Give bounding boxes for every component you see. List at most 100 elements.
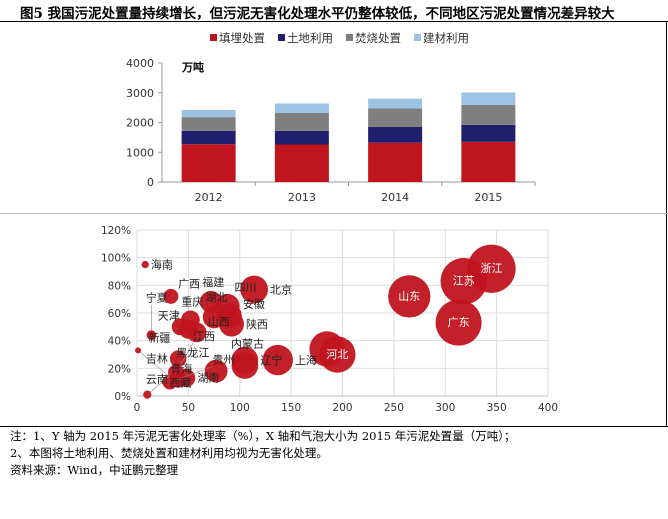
bubble-label: 黑龙江 xyxy=(176,346,209,359)
x-tick-label: 350 xyxy=(487,402,507,414)
x-tick-label: 0 xyxy=(134,402,141,414)
bubble-label: 辽宁 xyxy=(260,353,282,367)
divider-top xyxy=(0,21,668,22)
unit-label: 万吨 xyxy=(181,60,204,74)
bar-segment xyxy=(461,141,516,182)
bubble-label: 河南 xyxy=(346,329,368,342)
bar-segment xyxy=(274,103,329,113)
x-tick-label: 2014 xyxy=(381,191,409,204)
bubble-陕西 xyxy=(219,311,244,337)
bar-segment xyxy=(181,117,236,131)
bubble-广西 xyxy=(163,288,179,304)
legend-swatch xyxy=(346,34,353,41)
bar-segment xyxy=(274,112,329,131)
bar-segment xyxy=(368,126,423,143)
note-2: 2、本图将土地利用、焚烧处置和建材利用均视为无害化处理。 xyxy=(10,446,328,460)
bubble-西藏 xyxy=(135,347,142,354)
bubble-label: 湖北 xyxy=(205,291,227,304)
legend-label: 焚烧处置 xyxy=(355,31,401,45)
y-tick-label: 20% xyxy=(108,363,131,375)
bubble-label: 上海 xyxy=(295,353,317,367)
x-tick-label: 400 xyxy=(538,402,558,414)
y-tick-label: 40% xyxy=(108,336,131,348)
bubble-label: 重庆 xyxy=(181,295,203,309)
legend-label: 建材利用 xyxy=(423,31,469,45)
bar-segment xyxy=(181,144,236,182)
bar-segment xyxy=(461,92,516,105)
bubble-label: 西藏 xyxy=(169,377,191,390)
bubble-内蒙古 xyxy=(231,352,259,379)
bubble-label: 陕西 xyxy=(246,317,268,331)
bubble-label: 青海 xyxy=(170,361,192,375)
bubble-label: 贵州 xyxy=(212,354,234,367)
bubble-label: 云南 xyxy=(146,373,168,386)
divider-right xyxy=(666,21,667,426)
bar-segment xyxy=(368,142,423,182)
bubble-上海 xyxy=(262,344,293,376)
legend-label: 土地利用 xyxy=(287,31,333,45)
x-tick-label: 2012 xyxy=(195,191,223,204)
bubble-广东 xyxy=(435,299,482,346)
bubble-河北 xyxy=(319,336,356,373)
note-1: 注：1、Y 轴为 2015 年污泥无害化处理率（%），X 轴和气泡大小为 201… xyxy=(10,429,516,443)
bubble-label: 天津 xyxy=(158,309,180,322)
bubble-label: 山东 xyxy=(398,290,420,303)
leader-line xyxy=(140,352,170,377)
leader-line xyxy=(150,375,171,393)
bubble-北京 xyxy=(240,275,269,304)
leader-line xyxy=(179,342,194,366)
bar-segment xyxy=(181,110,236,118)
y-tick-label: 1000 xyxy=(126,146,154,159)
bar-segment xyxy=(368,108,423,127)
x-tick-label: 200 xyxy=(332,402,352,414)
y-tick-label: 80% xyxy=(108,280,131,292)
bubble-label: 海南 xyxy=(151,258,173,272)
bar-segment xyxy=(461,104,516,125)
bubble-label: 河北 xyxy=(326,348,348,361)
bubble-山西 xyxy=(186,322,207,343)
source-note: 资料来源：Wind，中证鹏元整理 xyxy=(10,463,179,477)
y-tick-label: 120% xyxy=(101,225,131,237)
x-tick-label: 2013 xyxy=(288,191,316,204)
y-tick-label: 0% xyxy=(114,391,131,403)
y-tick-label: 0 xyxy=(147,176,154,189)
bubble-label: 福建 xyxy=(202,275,224,289)
bubble-宁夏 xyxy=(146,330,157,340)
bubble-label: 吉林 xyxy=(146,352,168,366)
y-tick-label: 60% xyxy=(108,308,131,320)
bubble-吉林 xyxy=(169,350,187,367)
bubble-label: 山西 xyxy=(208,315,230,328)
bubble-label: 广东 xyxy=(448,316,470,329)
legend-label: 填埋处置 xyxy=(219,31,265,45)
bar-segment xyxy=(274,144,329,182)
divider-bottom xyxy=(0,426,668,427)
bubble-label: 江西 xyxy=(193,330,215,343)
bubble-label: 内蒙古 xyxy=(231,336,264,350)
bubble-label: 新疆 xyxy=(148,330,170,344)
bar-segment xyxy=(274,130,329,145)
bubble-浙江 xyxy=(467,244,516,293)
y-tick-label: 2000 xyxy=(126,117,154,130)
legend-swatch xyxy=(278,34,285,41)
bubble-label: 湖南 xyxy=(197,372,219,385)
bubble-label: 北京 xyxy=(270,282,292,296)
x-tick-label: 250 xyxy=(384,402,404,414)
bar-segment xyxy=(181,130,236,145)
bubble-label: 浙江 xyxy=(480,262,502,275)
x-tick-label: 300 xyxy=(435,402,455,414)
legend-swatch xyxy=(210,34,217,41)
bubble-chart: 0 50 100 150 200 250 300 350 400 0% 20% 40% 60% 80% 10… xyxy=(101,225,558,414)
y-tick-label: 3000 xyxy=(126,87,154,100)
bar-segment xyxy=(461,124,516,142)
bubble-label: 江苏 xyxy=(453,275,475,288)
x-tick-label: 50 xyxy=(182,402,195,414)
bubble-黑龙江 xyxy=(204,359,228,383)
bubble-label: 安徽 xyxy=(243,297,265,311)
stacked-bar-chart: 0 1000 2000 3000 4000 万吨 2012 2013 2014 2015 填埋处置 土… xyxy=(126,31,536,204)
x-tick-label: 100 xyxy=(230,402,250,414)
divider-middle xyxy=(0,213,668,214)
legend-swatch xyxy=(414,34,421,41)
bubble-label: 广西 xyxy=(178,277,200,290)
bubble-青海 xyxy=(143,390,152,399)
